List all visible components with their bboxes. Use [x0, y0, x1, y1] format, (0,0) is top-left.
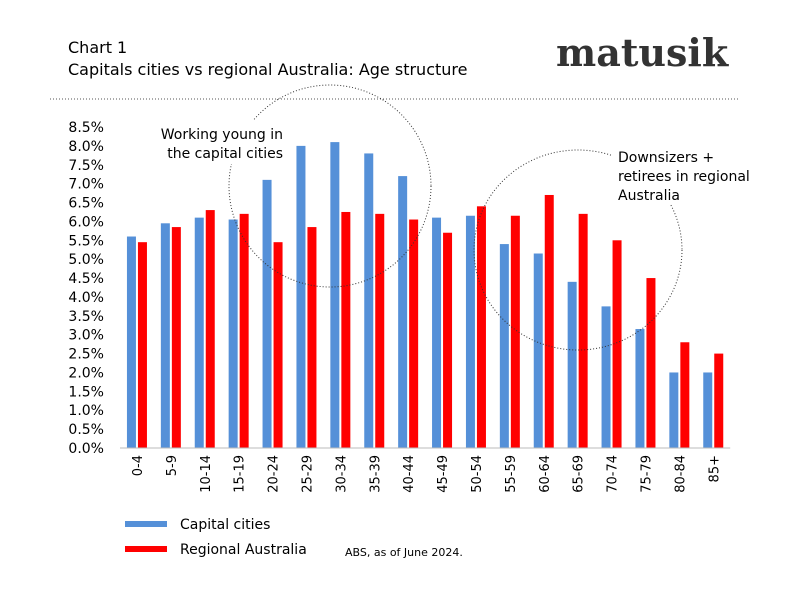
- bar-capital-0-4: [126, 236, 136, 448]
- bar-regional-40-44: [409, 219, 419, 448]
- x-tick-label: 20-24: [267, 455, 282, 493]
- x-tick-label: 60-64: [538, 455, 553, 493]
- y-tick-label: 2.5%: [68, 347, 104, 363]
- y-tick-label: 3.0%: [68, 328, 104, 344]
- bar-capital-75-79: [635, 329, 645, 448]
- bar-regional-65-69: [578, 213, 588, 448]
- x-tick-label: 10-14: [199, 455, 214, 493]
- bar-capital-25-29: [296, 145, 306, 448]
- bar-capital-45-49: [432, 217, 442, 448]
- x-tick-label: 80-84: [673, 455, 688, 493]
- x-tick-label: 15-19: [233, 455, 248, 493]
- y-tick-label: 5.5%: [68, 233, 104, 249]
- chart-title: Capitals cities vs regional Australia: A…: [68, 60, 468, 79]
- source-note: ABS, as of June 2024.: [345, 546, 463, 559]
- bar-capital-55-59: [499, 244, 509, 448]
- bar-capital-60-64: [533, 253, 543, 448]
- bar-capital-40-44: [398, 176, 408, 448]
- y-axis: 0.0% 0.5% 1.0% 1.5% 2.0% 2.5% 3.0% 3.5% 4.0% 4.5%…: [68, 120, 104, 457]
- bar-regional-85+: [714, 353, 724, 448]
- y-tick-label: 0.5%: [68, 422, 104, 438]
- bar-regional-35-39: [375, 213, 385, 448]
- bar-regional-5-9: [171, 227, 181, 448]
- annotation-circle-downsizers: [473, 149, 683, 351]
- x-tick-label: 55-59: [504, 455, 519, 493]
- bar-regional-45-49: [443, 232, 453, 448]
- bar-regional-25-29: [307, 227, 317, 448]
- annotation-working-young-line1: Working young in: [161, 127, 283, 143]
- annotation-downsizers-line2: retirees in regional: [618, 169, 750, 185]
- y-tick-label: 6.5%: [68, 196, 104, 212]
- bar-capital-15-19: [228, 219, 238, 448]
- x-tick-label: 35-39: [368, 455, 383, 493]
- y-tick-label: 8.0%: [68, 139, 104, 155]
- annotation-circle-working-young: [228, 84, 432, 288]
- y-tick-label: 0.0%: [68, 441, 104, 457]
- y-tick-label: 4.0%: [68, 290, 104, 306]
- x-tick-label: 25-29: [300, 455, 315, 493]
- bar-capital-10-14: [194, 217, 204, 448]
- x-tick-label: 70-74: [606, 455, 621, 493]
- legend: Capital cities Regional Australia: [125, 517, 307, 558]
- bar-capital-30-34: [330, 142, 340, 448]
- y-tick-label: 4.5%: [68, 271, 104, 287]
- x-tick-label: 45-49: [436, 455, 451, 493]
- bar-regional-50-54: [476, 206, 486, 448]
- legend-swatch-regional: [125, 546, 167, 552]
- bars: [126, 142, 724, 448]
- bar-capital-35-39: [364, 153, 374, 448]
- bar-regional-60-64: [544, 194, 554, 448]
- x-tick-label: 40-44: [402, 455, 417, 493]
- legend-label-regional: Regional Australia: [180, 542, 307, 558]
- bar-regional-80-84: [680, 342, 690, 448]
- chart-number: Chart 1: [68, 38, 128, 57]
- x-tick-label: 85+: [707, 455, 722, 482]
- y-tick-label: 8.5%: [68, 120, 104, 136]
- y-tick-label: 1.0%: [68, 403, 104, 419]
- x-tick-label: 30-34: [334, 455, 349, 493]
- y-tick-label: 2.0%: [68, 365, 104, 381]
- y-tick-label: 7.0%: [68, 177, 104, 193]
- legend-label-capital: Capital cities: [180, 517, 270, 533]
- y-tick-label: 1.5%: [68, 384, 104, 400]
- bar-regional-15-19: [239, 213, 249, 448]
- bar-capital-20-24: [262, 179, 272, 448]
- x-tick-label: 75-79: [639, 455, 654, 493]
- bar-regional-0-4: [137, 242, 147, 448]
- y-tick-label: 7.5%: [68, 158, 104, 174]
- annotation-downsizers-line3: Australia: [618, 188, 680, 204]
- bar-capital-70-74: [601, 306, 611, 448]
- x-tick-label: 0-4: [131, 455, 146, 476]
- bar-regional-10-14: [205, 210, 215, 448]
- annotation-bg: [612, 146, 730, 204]
- matusik-logo: matusik: [556, 30, 729, 75]
- x-axis: 0-4 5-9 10-14 15-19 20-24 25-29 30-34 35-39 40-4…: [120, 447, 731, 493]
- y-tick-label: 6.0%: [68, 214, 104, 230]
- bar-regional-55-59: [510, 215, 520, 448]
- bar-regional-30-34: [341, 211, 351, 448]
- annotation-downsizers-line1: Downsizers +: [618, 150, 714, 166]
- x-tick-label: 50-54: [470, 455, 485, 493]
- bar-capital-5-9: [160, 223, 170, 448]
- y-tick-label: 5.0%: [68, 252, 104, 268]
- bar-capital-80-84: [669, 372, 679, 448]
- x-tick-label: 5-9: [165, 455, 180, 476]
- legend-swatch-capital: [125, 521, 167, 527]
- bar-regional-75-79: [646, 278, 656, 448]
- bar-capital-85+: [703, 372, 713, 448]
- bar-capital-50-54: [465, 215, 475, 448]
- x-tick-label: 65-69: [572, 455, 587, 493]
- bar-regional-20-24: [273, 242, 283, 448]
- bar-capital-65-69: [567, 281, 577, 448]
- annotation-working-young-line2: the capital cities: [167, 146, 283, 162]
- annotation-bg: [142, 120, 287, 164]
- y-tick-label: 3.5%: [68, 309, 104, 325]
- bar-regional-70-74: [612, 240, 622, 448]
